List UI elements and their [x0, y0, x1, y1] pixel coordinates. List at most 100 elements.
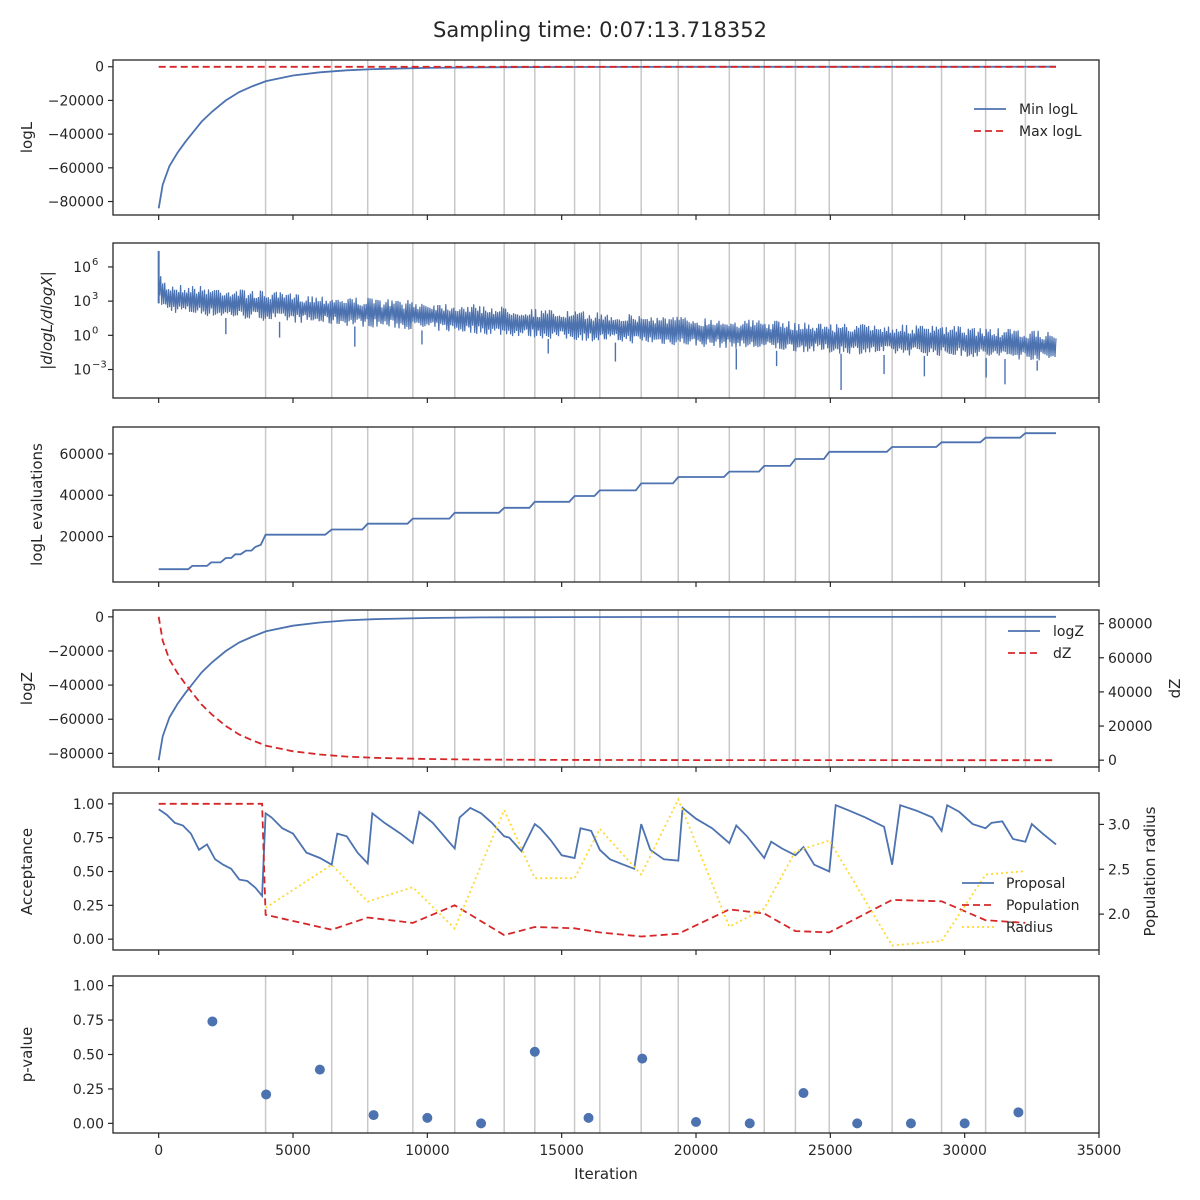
y-tick-label: 0.50: [73, 865, 104, 881]
panel-frame: [112, 975, 1100, 1134]
y-tick-label: 0.25: [73, 1082, 104, 1098]
vertical-gridlines: [264, 243, 1027, 398]
y-tick-label: 0.75: [73, 1013, 104, 1029]
series-proposal: [158, 803, 1057, 899]
vertical-gridlines: [264, 610, 1027, 767]
y-axis-label-right: dZ: [1166, 679, 1184, 699]
plot-area: [158, 432, 1056, 571]
panel-1: 0 −20000 −40000 −60000 −80000 logL Min logL Max…: [18, 59, 1100, 220]
legend: Min logL Max logL: [974, 102, 1082, 140]
pvalue-point: [637, 1053, 648, 1064]
legend-label: Max logL: [1019, 124, 1082, 140]
pvalue-point: [905, 1118, 916, 1129]
y-tick-label: 1.00: [73, 979, 104, 995]
panel-frame: [112, 426, 1100, 583]
series-logz: [157, 615, 1056, 761]
y-right-tick-label: 2.5: [1108, 862, 1130, 878]
y-tick-label: 0.75: [73, 831, 104, 847]
panel-frame: [112, 59, 1100, 216]
x-axis-label: Iteration: [574, 1165, 638, 1183]
y-ticks: 1.00 0.75 0.50 0.25 0.00 3.0 2.5 2.0: [73, 797, 1130, 948]
y-axis-label: p-value: [18, 1027, 36, 1083]
pvalue-point: [691, 1116, 702, 1127]
y-tick-label: −40000: [48, 678, 104, 694]
y-tick-exponent: 0: [92, 325, 98, 336]
pvalue-point: [529, 1046, 540, 1057]
y-axis-label-right: Population radius: [1141, 806, 1159, 936]
pvalue-point: [852, 1118, 863, 1129]
x-tick-label: 30000: [942, 1143, 987, 1159]
figure-title: Sampling time: 0:07:13.718352: [433, 18, 767, 42]
y-tick-label: 1.00: [73, 797, 104, 813]
y-right-tick-label: 60000: [1108, 651, 1153, 667]
vertical-gridlines: [264, 427, 1027, 582]
y-axis-label: logZ: [18, 672, 36, 705]
y-tick-label: 0.00: [73, 1116, 104, 1132]
y-tick-label: 40000: [59, 488, 104, 504]
y-tick-label: 0: [95, 610, 104, 626]
y-tick-label: −60000: [48, 712, 104, 728]
panel-frame: [112, 242, 1100, 399]
plot-area: [157, 250, 1057, 391]
derivative-band: [158, 270, 1057, 361]
y-right-tick-label: 20000: [1108, 719, 1153, 735]
pvalue-point: [959, 1118, 970, 1129]
series-radius: [265, 797, 1026, 947]
legend-label: logZ: [1053, 624, 1084, 640]
y-tick-label: −80000: [48, 195, 104, 211]
panel-4: 0 −20000 −40000 −60000 −80000 80000 60000 40000…: [18, 609, 1184, 772]
y-tick-label: 0: [95, 60, 104, 76]
y-tick-label: 20000: [59, 530, 104, 546]
x-tick-label: 20000: [674, 1143, 719, 1159]
x-ticks: [158, 582, 1100, 587]
pvalue-point: [1013, 1107, 1024, 1118]
legend: Proposal Population Radius: [962, 876, 1080, 936]
legend-label: Proposal: [1006, 876, 1065, 892]
legend-label: dZ: [1053, 646, 1071, 662]
pvalue-point: [583, 1112, 594, 1123]
x-ticks: [158, 767, 1100, 772]
plot-area: [157, 615, 1056, 762]
series-dz: [157, 616, 1056, 762]
legend: logZ dZ: [1008, 624, 1084, 662]
vertical-gridlines: [264, 60, 1027, 215]
plot-area: [207, 1016, 1024, 1129]
pvalue-point: [261, 1089, 272, 1100]
y-tick-label: −80000: [48, 746, 104, 762]
x-ticks: [158, 215, 1100, 220]
plot-area: [158, 797, 1057, 947]
y-tick-label: 0.25: [73, 898, 104, 914]
series-min-logl: [157, 65, 1057, 209]
legend-label: Min logL: [1019, 102, 1078, 118]
x-tick-label: 25000: [808, 1143, 853, 1159]
pvalue-point: [368, 1110, 379, 1121]
panel-5: 1.00 0.75 0.50 0.25 0.00 3.0 2.5 2.0 Acceptance P…: [18, 792, 1159, 955]
y-tick-label: −20000: [48, 93, 104, 109]
pvalue-point: [798, 1088, 809, 1099]
y-ticks: 20000 40000 60000: [59, 447, 113, 546]
y-tick-label: 10: [73, 260, 91, 276]
y-tick-label: −60000: [48, 161, 104, 177]
y-tick-label: −20000: [48, 644, 104, 660]
panel-6: 0 5000 10000 15000 20000 25000 30000 35000 1.00 0…: [18, 975, 1121, 1159]
y-tick-label: 0.00: [73, 932, 104, 948]
y-axis-label: Acceptance: [18, 828, 36, 915]
x-ticks: 0 5000 10000 15000 20000 25000 30000 35000: [154, 1133, 1121, 1159]
pvalue-point: [314, 1064, 325, 1075]
panel-frame: [112, 609, 1100, 768]
y-right-tick-label: 0: [1108, 753, 1117, 769]
y-ticks: 1.00 0.75 0.50 0.25 0.00: [73, 979, 113, 1132]
y-right-tick-label: 80000: [1108, 617, 1153, 633]
y-right-tick-label: 3.0: [1108, 817, 1130, 833]
pvalue-point: [476, 1118, 487, 1129]
x-tick-label: 5000: [275, 1143, 311, 1159]
legend-label: Population: [1006, 898, 1080, 914]
y-ticks: 0 −20000 −40000 −60000 −80000 80000 60000 40000…: [48, 610, 1153, 769]
y-ticks: 0 −20000 −40000 −60000 −80000: [48, 60, 113, 211]
y-axis-label: logL: [18, 121, 36, 153]
y-tick-label: 0.50: [73, 1048, 104, 1064]
panel-3: 20000 40000 60000 logL evaluations: [28, 426, 1100, 587]
series-line-0: [158, 432, 1056, 571]
y-tick-exponent: −3: [92, 360, 107, 371]
